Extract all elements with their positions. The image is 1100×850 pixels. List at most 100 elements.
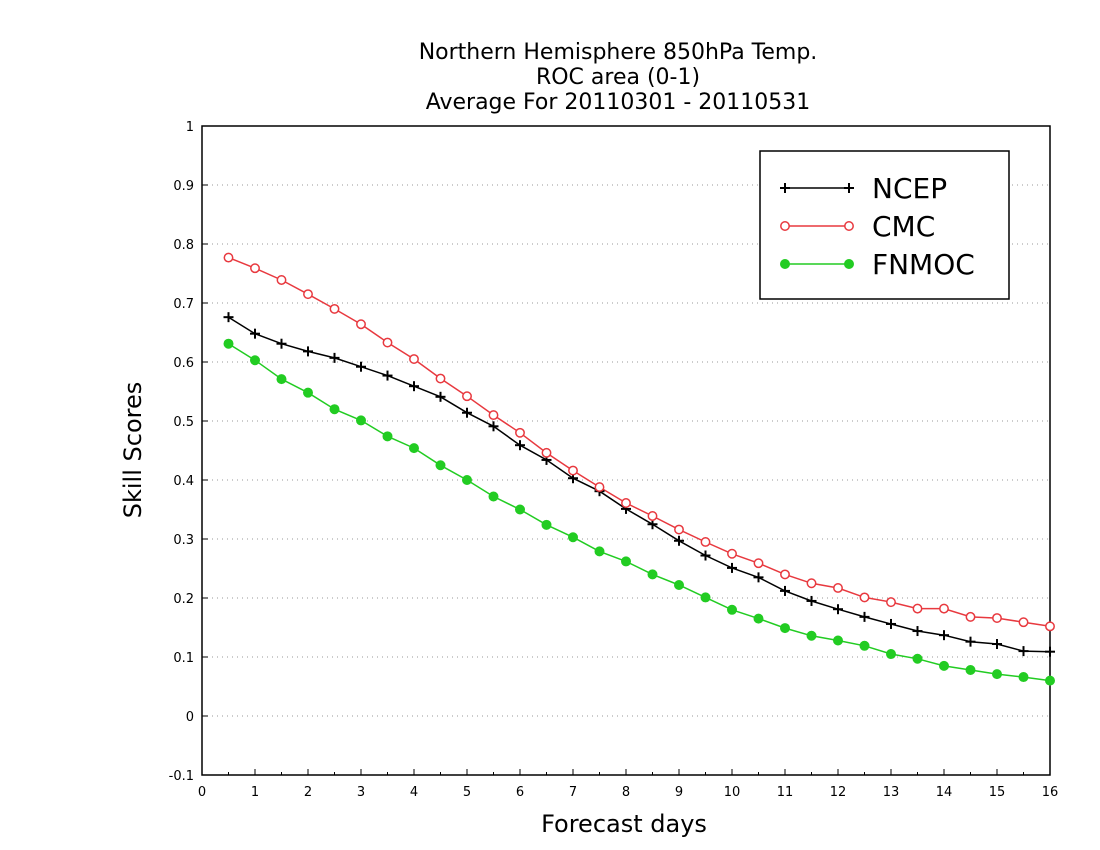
- data-point-ncep: [1045, 646, 1055, 657]
- series-markers-ncep: [223, 312, 1055, 657]
- x-tick-label: 10: [724, 785, 741, 800]
- y-tick-label: 0.4: [173, 474, 194, 489]
- y-tick-label: 0.1: [173, 651, 194, 666]
- x-tick-label: 9: [675, 785, 683, 800]
- data-point-fnmoc: [912, 653, 923, 664]
- chart-title: Northern Hemisphere 850hPa Temp. ROC are…: [419, 40, 818, 115]
- x-tick-label: 0: [198, 785, 206, 800]
- title-line-2: ROC area (0-1): [536, 65, 700, 90]
- data-point-ncep: [753, 572, 764, 583]
- data-point-ncep: [674, 535, 684, 546]
- data-point-fnmoc: [329, 404, 340, 415]
- data-point-ncep: [462, 407, 472, 418]
- data-point-cmc: [939, 603, 949, 614]
- legend-marker-fnmoc: [780, 259, 790, 269]
- data-point-ncep: [409, 381, 419, 392]
- y-axis-ticks: -0.1 0 0.1 0.2 0.3 0.4 0.5 0.6 0.7 0.8 0.9 1: [169, 120, 208, 784]
- data-point-cmc: [462, 391, 472, 402]
- data-point-ncep: [329, 352, 340, 363]
- x-tick-label: 8: [622, 785, 630, 800]
- x-axis-ticks: 0 1 2 3 4 5 6 7 8 9 10 11 12 13 14 15 16: [198, 769, 1058, 800]
- data-point-cmc: [886, 597, 896, 608]
- data-point-ncep: [1018, 646, 1029, 657]
- data-point-cmc: [409, 354, 419, 364]
- data-point-cmc: [621, 498, 631, 508]
- data-point-cmc: [223, 252, 234, 263]
- data-point-ncep: [250, 328, 260, 339]
- data-point-fnmoc: [806, 630, 817, 641]
- data-point-cmc: [329, 303, 340, 314]
- data-point-cmc: [727, 548, 737, 559]
- data-point-ncep: [700, 550, 711, 561]
- x-tick-label: 12: [830, 785, 847, 800]
- data-point-fnmoc: [647, 569, 658, 580]
- data-point-ncep: [886, 618, 896, 629]
- data-point-cmc: [965, 611, 976, 622]
- data-point-ncep: [223, 312, 234, 323]
- data-point-fnmoc: [780, 623, 790, 634]
- data-point-ncep: [833, 604, 843, 615]
- data-point-fnmoc: [700, 592, 711, 603]
- y-tick-label: 0.8: [173, 238, 194, 253]
- data-point-cmc: [647, 511, 658, 521]
- title-line-1: Northern Hemisphere 850hPa Temp.: [419, 40, 818, 65]
- data-point-cmc: [1045, 621, 1055, 632]
- y-tick-label: 1: [186, 120, 194, 135]
- y-tick-label: 0.7: [173, 297, 194, 312]
- data-point-cmc: [1018, 617, 1029, 628]
- y-tick-label: 0.9: [173, 179, 194, 194]
- legend-items: [780, 183, 854, 269]
- data-point-cmc: [594, 482, 605, 493]
- data-point-cmc: [674, 524, 684, 535]
- data-point-ncep: [992, 639, 1002, 650]
- data-point-ncep: [965, 636, 976, 647]
- x-tick-label: 14: [936, 785, 953, 800]
- legend-box: [759, 150, 1010, 300]
- legend-label-fnmoc: FNMOC: [872, 248, 975, 281]
- series-line-ncep: [228, 316, 1051, 653]
- legend-label-cmc: CMC: [872, 210, 935, 243]
- data-point-ncep: [488, 421, 499, 432]
- data-point-fnmoc: [488, 491, 499, 502]
- data-point-ncep: [303, 346, 313, 357]
- y-tick-label: 0.5: [173, 415, 194, 430]
- data-point-cmc: [435, 373, 446, 384]
- data-point-cmc: [700, 537, 711, 547]
- data-point-fnmoc: [674, 580, 684, 591]
- data-point-cmc: [356, 319, 366, 330]
- data-point-cmc: [780, 569, 790, 580]
- series-markers-fnmoc: [223, 338, 1055, 686]
- x-tick-label: 2: [304, 785, 312, 800]
- data-point-fnmoc: [886, 649, 896, 660]
- data-point-fnmoc: [409, 443, 419, 454]
- series-line-fnmoc: [228, 343, 1051, 682]
- data-point-ncep: [356, 361, 366, 372]
- y-tick-label: 0.2: [173, 592, 194, 607]
- data-point-cmc: [250, 263, 260, 274]
- data-point-fnmoc: [356, 415, 366, 426]
- data-point-ncep: [912, 626, 923, 637]
- x-tick-label: 6: [516, 785, 524, 800]
- series-markers: [223, 252, 1055, 686]
- data-point-cmc: [568, 465, 578, 476]
- y-tick-label: 0: [186, 710, 194, 725]
- data-point-cmc: [753, 558, 764, 569]
- data-point-ncep: [276, 338, 287, 349]
- x-tick-label: 7: [569, 785, 577, 800]
- data-point-fnmoc: [462, 475, 472, 485]
- data-point-fnmoc: [1045, 675, 1055, 686]
- data-point-fnmoc: [541, 519, 552, 530]
- data-point-cmc: [303, 289, 313, 300]
- data-point-cmc: [541, 447, 552, 458]
- data-point-fnmoc: [568, 532, 578, 543]
- data-point-ncep: [806, 595, 817, 606]
- legend-marker-cmc: [780, 221, 790, 231]
- data-point-fnmoc: [992, 669, 1002, 680]
- data-point-fnmoc: [727, 604, 737, 615]
- data-point-cmc: [992, 613, 1002, 624]
- x-tick-label: 3: [357, 785, 365, 800]
- data-point-fnmoc: [276, 374, 287, 385]
- legend-marker-fnmoc: [844, 259, 854, 269]
- data-point-fnmoc: [621, 556, 631, 567]
